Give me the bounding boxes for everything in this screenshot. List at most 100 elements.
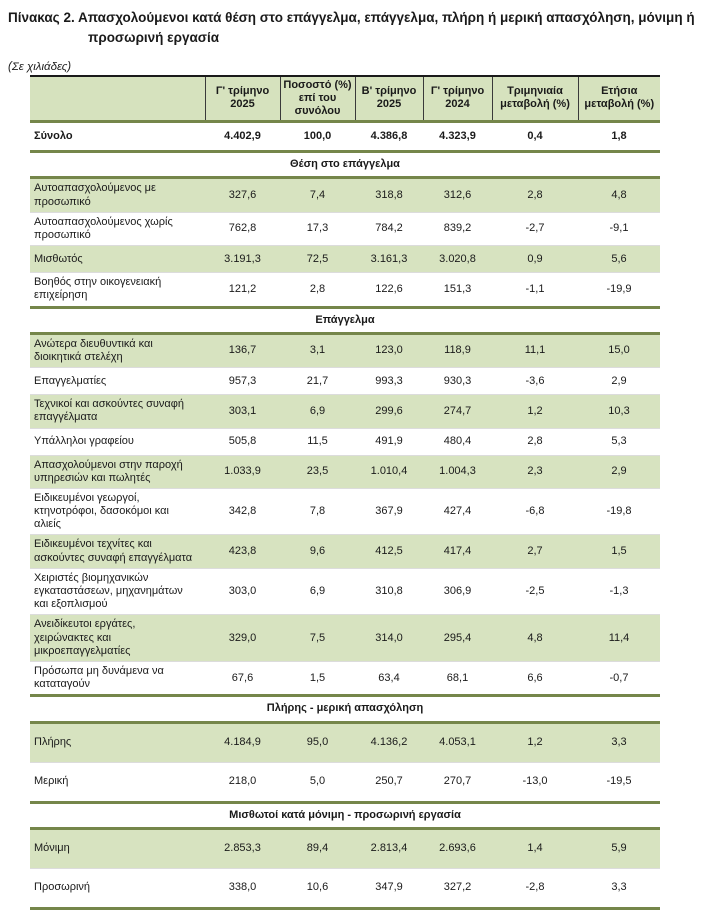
value-cell: -19,9 — [578, 272, 660, 309]
value-cell: 318,8 — [355, 177, 423, 213]
value-cell: 762,8 — [205, 211, 280, 246]
value-cell: 3,3 — [578, 867, 660, 910]
value-cell: 89,4 — [280, 828, 355, 869]
value-cell: 3.161,3 — [355, 245, 423, 273]
value-cell: 121,2 — [205, 272, 280, 309]
value-cell: 1.004,3 — [423, 454, 492, 489]
value-cell: 2,8 — [280, 272, 355, 309]
value-cell: 151,3 — [423, 272, 492, 309]
table-header: Γ' τρίμηνο 2025 Ποσοστό (%) επί του συνόλ… — [30, 75, 660, 124]
row-label: Μόνιμη — [30, 828, 205, 869]
value-cell: 5,9 — [578, 828, 660, 869]
value-cell: -19,8 — [578, 487, 660, 535]
value-cell: -2,5 — [492, 567, 578, 615]
value-cell: 505,8 — [205, 427, 280, 455]
row-label: Μισθωτός — [30, 245, 205, 273]
value-cell: 5,0 — [280, 761, 355, 804]
value-cell: 4.053,1 — [423, 722, 492, 762]
value-cell: 72,5 — [280, 245, 355, 273]
value-cell: 11,5 — [280, 427, 355, 455]
table-title-line2: προσωρινή εργασία — [88, 30, 220, 46]
value-cell: 0,4 — [492, 121, 578, 154]
value-cell: 327,2 — [423, 867, 492, 910]
value-cell: 2.693,6 — [423, 828, 492, 869]
table-row: Απασχολούμενοι στην παροχή υπηρεσιών και… — [30, 454, 660, 489]
value-cell: 2.813,4 — [355, 828, 423, 869]
value-cell: -13,0 — [492, 761, 578, 804]
value-cell: 10,3 — [578, 394, 660, 428]
value-cell: 417,4 — [423, 534, 492, 569]
row-label: Σύνολο — [30, 121, 205, 154]
row-label: Υπάλληλοι γραφείου — [30, 427, 205, 455]
value-cell: 303,0 — [205, 567, 280, 615]
value-cell: 2,3 — [492, 454, 578, 489]
value-cell: -3,6 — [492, 367, 578, 395]
value-cell: 312,6 — [423, 177, 492, 213]
section-title: Μισθωτοί κατά μόνιμη - προσωρινή εργασία — [30, 802, 660, 830]
row-label: Βοηθός στην οικογενειακή επιχείρηση — [30, 272, 205, 309]
column-header: Γ' τρίμηνο 2024 — [422, 75, 492, 124]
table-row: Προσωρινή 338,0 10,6 347,9 327,2 -2,8 3,3 — [30, 867, 660, 910]
value-cell: 2,9 — [578, 454, 660, 489]
value-cell: 2,9 — [578, 367, 660, 395]
value-cell: 218,0 — [205, 761, 280, 804]
value-cell: 427,4 — [423, 487, 492, 535]
value-cell: 3.020,8 — [423, 245, 492, 273]
table-row: Μερική 218,0 5,0 250,7 270,7 -13,0 -19,5 — [30, 761, 660, 804]
row-label: Τεχνικοί και ασκούντες συναφή επαγγέλματ… — [30, 394, 205, 428]
section-header: Θέση στο επάγγελμα — [30, 151, 660, 180]
value-cell: 839,2 — [423, 211, 492, 246]
value-cell: 5,6 — [578, 245, 660, 273]
row-label: Ανώτερα διευθυντικά και διοικητικά στελέ… — [30, 333, 205, 368]
row-label: Αυτοαπασχολούμενος χωρίς προσωπικό — [30, 211, 205, 246]
value-cell: -2,8 — [492, 867, 578, 910]
row-label: Πλήρης — [30, 722, 205, 762]
table-row: Μισθωτός 3.191,3 72,5 3.161,3 3.020,8 0,9 5,6 — [30, 245, 660, 273]
table-row: Βοηθός στην οικογενειακή επιχείρηση 121,2… — [30, 272, 660, 309]
total-row: Σύνολο 4.402,9 100,0 4.386,8 4.323,9 0,4 1,8 — [30, 121, 660, 154]
value-cell: 7,5 — [280, 614, 355, 662]
value-cell: 15,0 — [578, 333, 660, 368]
value-cell: 1.033,9 — [205, 454, 280, 489]
value-cell: 412,5 — [355, 534, 423, 569]
value-cell: 957,3 — [205, 367, 280, 395]
value-cell: 7,8 — [280, 487, 355, 535]
column-header: Ποσοστό (%) επί του συνόλου — [279, 75, 355, 124]
value-cell: 2,8 — [492, 177, 578, 213]
section-title: Πλήρης - μερική απασχόληση — [30, 695, 660, 724]
row-label: Προσωρινή — [30, 867, 205, 910]
value-cell: 63,4 — [355, 660, 423, 698]
row-label: Απασχολούμενοι στην παροχή υπηρεσιών και… — [30, 454, 205, 489]
value-cell: 342,8 — [205, 487, 280, 535]
value-cell: 136,7 — [205, 333, 280, 368]
value-cell: 306,9 — [423, 567, 492, 615]
value-cell: 1,5 — [280, 660, 355, 698]
value-cell: -6,8 — [492, 487, 578, 535]
value-cell: 118,9 — [423, 333, 492, 368]
section-header: Επάγγελμα — [30, 307, 660, 335]
value-cell: 4,8 — [578, 177, 660, 213]
value-cell: 17,3 — [280, 211, 355, 246]
row-label: Ανειδίκευτοι εργάτες, χειρώνακτες και μι… — [30, 614, 205, 662]
value-cell: 5,3 — [578, 427, 660, 455]
section-title: Θέση στο επάγγελμα — [30, 151, 660, 180]
table-row: Χειριστές βιομηχανικών εγκαταστάσεων, μη… — [30, 567, 660, 615]
value-cell: 1,4 — [492, 828, 578, 869]
value-cell: 303,1 — [205, 394, 280, 428]
value-cell: 122,6 — [355, 272, 423, 309]
value-cell: 329,0 — [205, 614, 280, 662]
value-cell: 338,0 — [205, 867, 280, 910]
value-cell: 274,7 — [423, 394, 492, 428]
value-cell: 6,6 — [492, 660, 578, 698]
value-cell: -0,7 — [578, 660, 660, 698]
employment-table: Γ' τρίμηνο 2025 Ποσοστό (%) επί του συνόλ… — [30, 74, 660, 910]
value-cell: 327,6 — [205, 177, 280, 213]
table-row: Ειδικευμένοι γεωργοί, κτηνοτρόφοι, δασοκ… — [30, 487, 660, 535]
value-cell: -2,7 — [492, 211, 578, 246]
value-cell: 423,8 — [205, 534, 280, 569]
value-cell: 11,1 — [492, 333, 578, 368]
value-cell: 9,6 — [280, 534, 355, 569]
row-label: Πρόσωπα μη δυνάμενα να καταταγούν — [30, 660, 205, 698]
value-cell: 3.191,3 — [205, 245, 280, 273]
table-row: Αυτοαπασχολούμενος χωρίς προσωπικό 762,8 1… — [30, 211, 660, 246]
